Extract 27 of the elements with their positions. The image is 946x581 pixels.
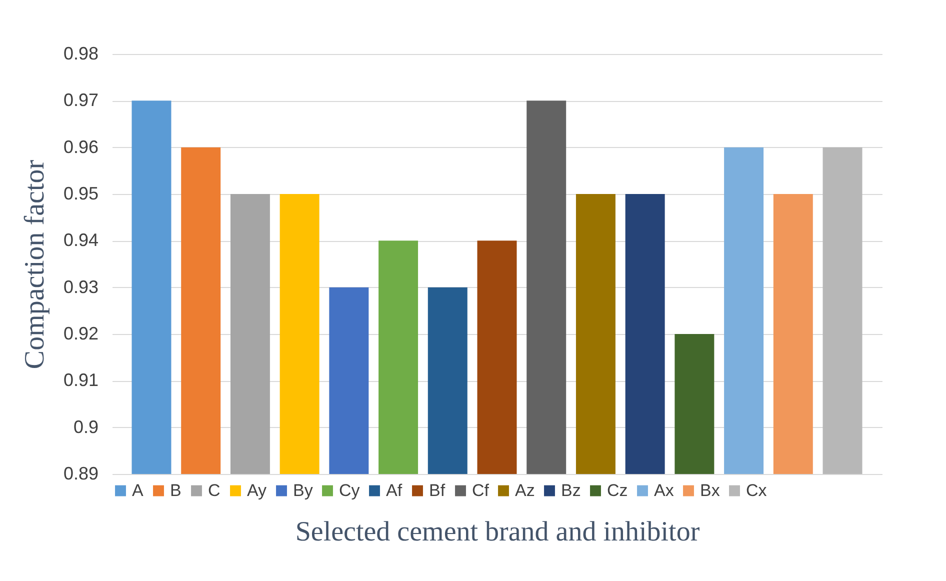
y-tick-label: 0.92: [63, 324, 98, 344]
legend-label: A: [132, 480, 144, 500]
x-axis-title: Selected cement brand and inhibitor: [295, 516, 700, 548]
y-tick-label: 0.95: [63, 184, 98, 204]
legend-label: Bf: [429, 480, 446, 500]
legend-label: Cz: [607, 480, 628, 500]
y-tick-label: 0.94: [63, 230, 98, 250]
legend-label: Af: [386, 480, 402, 500]
y-tick-label: 0.97: [63, 90, 98, 110]
legend-label: Bx: [700, 480, 720, 500]
y-axis-title: Compaction factor: [19, 159, 50, 370]
legend-label: Cy: [339, 480, 360, 500]
legend-label: Bz: [561, 480, 581, 500]
y-tick-label: 0.96: [63, 136, 98, 157]
y-tick-label: 0.9: [73, 416, 98, 437]
y-tick-label: 0.89: [63, 464, 98, 484]
y-tick-label: 0.93: [63, 276, 98, 297]
legend-label: Cx: [746, 480, 768, 500]
legend-label: Ax: [654, 480, 674, 500]
legend-label: By: [293, 480, 314, 500]
y-tick-label: 0.98: [63, 44, 98, 64]
legend-label: Az: [515, 480, 535, 500]
legend-label: Ay: [247, 480, 268, 500]
legend-label: C: [208, 480, 220, 500]
y-tick-label: 0.91: [63, 370, 98, 390]
legend-label: Cf: [472, 480, 490, 500]
legend-label: B: [170, 480, 182, 500]
